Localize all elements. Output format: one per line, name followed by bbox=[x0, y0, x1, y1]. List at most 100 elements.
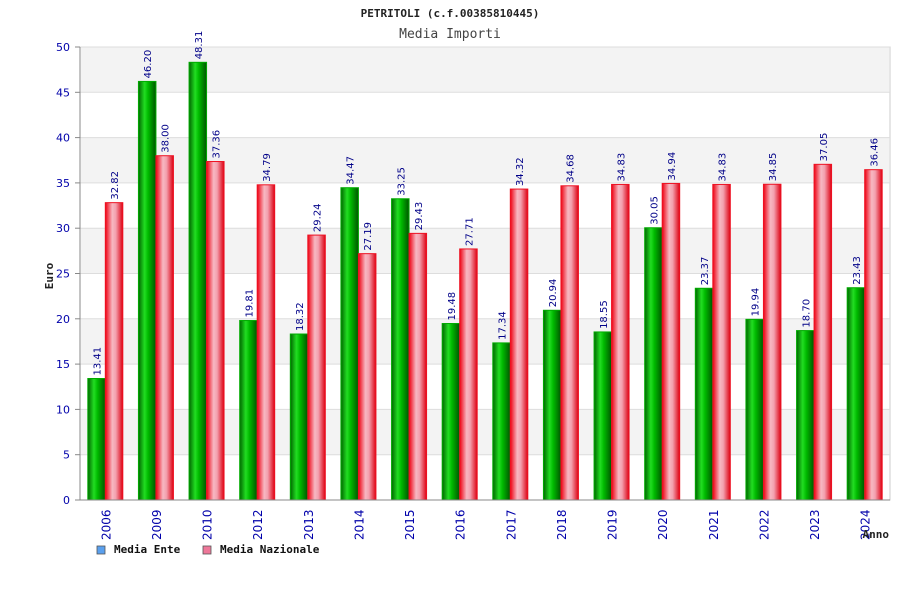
data-label-media-ente: 17.34 bbox=[498, 311, 509, 340]
bar-media-ente bbox=[340, 187, 359, 501]
bar-media-ente bbox=[593, 331, 613, 501]
x-tick-label: 2016 bbox=[454, 509, 468, 540]
bar-media-ente bbox=[492, 342, 511, 501]
legend: Media Ente Media Nazionale bbox=[96, 543, 320, 556]
bar-media-nazionale bbox=[762, 183, 782, 501]
data-label-media-ente: 19.94 bbox=[751, 288, 762, 317]
bar-media-nazionale bbox=[864, 169, 883, 501]
data-label-media-nazionale: 34.68 bbox=[566, 154, 577, 183]
bar-media-nazionale bbox=[155, 155, 174, 501]
bar-media-ente bbox=[289, 333, 309, 501]
data-label-media-nazionale: 34.94 bbox=[667, 152, 678, 181]
x-tick-label: 2017 bbox=[504, 509, 518, 540]
y-tick-label: 0 bbox=[63, 494, 70, 507]
y-tick-label: 25 bbox=[56, 268, 70, 281]
bar-media-ente bbox=[846, 287, 866, 501]
bar-media-nazionale bbox=[459, 248, 478, 501]
x-tick-label: 2012 bbox=[251, 509, 265, 540]
data-label-media-ente: 18.55 bbox=[599, 300, 610, 329]
y-tick-label: 50 bbox=[56, 41, 70, 54]
x-tick-label: 2023 bbox=[808, 509, 822, 540]
data-label-media-ente: 18.32 bbox=[295, 302, 306, 331]
data-label-media-nazionale: 37.05 bbox=[819, 133, 830, 162]
y-tick-label: 30 bbox=[56, 222, 70, 235]
data-label-media-ente: 23.37 bbox=[700, 257, 711, 286]
bar-media-nazionale bbox=[206, 161, 225, 501]
data-label-media-nazionale: 34.83 bbox=[616, 153, 627, 182]
data-label-media-ente: 23.43 bbox=[852, 256, 863, 285]
x-tick-label: 2022 bbox=[757, 509, 771, 540]
x-tick-label: 2014 bbox=[352, 509, 366, 540]
bar-media-nazionale bbox=[509, 188, 529, 501]
bar-media-ente bbox=[694, 287, 714, 501]
data-label-media-nazionale: 34.83 bbox=[718, 153, 729, 182]
x-tick-label: 2010 bbox=[201, 509, 215, 540]
data-label-media-ente: 13.41 bbox=[93, 347, 104, 376]
x-axis: 2006 2009 2010 2012 2013 2014 2015 2016 2017 2018… bbox=[80, 499, 890, 540]
legend-label: Media Ente bbox=[114, 543, 181, 556]
chart-subtitle: Media Importi bbox=[399, 27, 501, 42]
x-tick-label: 2015 bbox=[403, 509, 417, 540]
y-tick-label: 20 bbox=[56, 313, 70, 326]
data-label-media-nazionale: 34.32 bbox=[515, 157, 526, 186]
chart-title: PETRITOLI (c.f.00385810445) bbox=[361, 7, 540, 20]
bar-media-ente bbox=[796, 330, 815, 501]
data-label-media-ente: 19.48 bbox=[447, 292, 458, 321]
bar-media-nazionale bbox=[408, 232, 428, 501]
data-label-media-nazionale: 34.79 bbox=[262, 153, 273, 182]
legend-swatch bbox=[202, 545, 212, 555]
data-label-media-ente: 34.47 bbox=[346, 156, 357, 185]
data-label-media-nazionale: 32.82 bbox=[110, 171, 121, 200]
data-label-media-nazionale: 29.43 bbox=[414, 202, 425, 231]
data-label-media-ente: 30.05 bbox=[649, 196, 660, 225]
data-label-media-ente: 33.25 bbox=[396, 167, 407, 196]
y-axis: 0 5 10 15 20 25 30 35 40 45 50 bbox=[56, 41, 81, 507]
bar-media-ente bbox=[745, 318, 764, 501]
legend-label: Media Nazionale bbox=[220, 543, 320, 556]
y-axis-label: Euro bbox=[43, 262, 56, 289]
data-label-media-nazionale: 27.71 bbox=[464, 217, 475, 246]
data-label-media-nazionale: 29.24 bbox=[313, 203, 324, 232]
bar-media-nazionale bbox=[560, 185, 579, 501]
data-label-media-nazionale: 37.36 bbox=[211, 130, 222, 159]
x-tick-label: 2013 bbox=[302, 509, 316, 540]
x-tick-label: 2021 bbox=[707, 509, 721, 540]
bar-media-nazionale bbox=[611, 183, 630, 501]
bar-media-nazionale bbox=[712, 183, 731, 501]
y-tick-label: 45 bbox=[56, 86, 70, 99]
y-tick-label: 40 bbox=[56, 132, 70, 145]
y-tick-label: 35 bbox=[56, 177, 70, 190]
legend-swatch bbox=[96, 545, 106, 555]
data-label-media-ente: 20.94 bbox=[548, 279, 559, 308]
y-tick-label: 15 bbox=[56, 358, 70, 371]
bar-media-ente bbox=[137, 80, 157, 501]
bar-media-nazionale bbox=[813, 163, 833, 501]
y-tick-label: 5 bbox=[63, 449, 70, 462]
bar-media-ente bbox=[239, 320, 258, 501]
bars-layer: 13.41 32.82 46.20 38.00 48.31 37.36 19.81 34.79… bbox=[87, 31, 883, 501]
bar-media-nazionale bbox=[661, 182, 681, 501]
bar-media-nazionale bbox=[307, 234, 326, 501]
data-label-media-ente: 48.31 bbox=[194, 31, 205, 60]
x-tick-label: 2024 bbox=[859, 509, 873, 540]
grid-band bbox=[81, 47, 889, 93]
y-tick-label: 10 bbox=[56, 403, 70, 416]
bar-media-nazionale bbox=[104, 202, 124, 501]
bar-media-ente bbox=[542, 309, 562, 501]
data-label-media-nazionale: 34.85 bbox=[768, 153, 779, 182]
x-tick-label: 2020 bbox=[656, 509, 670, 540]
data-label-media-nazionale: 27.19 bbox=[363, 222, 374, 251]
data-label-media-ente: 19.81 bbox=[244, 289, 255, 318]
bar-media-ente bbox=[188, 61, 208, 501]
bar-media-ente bbox=[441, 323, 461, 501]
bar-media-ente bbox=[87, 378, 106, 501]
data-label-media-nazionale: 38.00 bbox=[161, 124, 172, 153]
data-label-media-ente: 46.20 bbox=[143, 50, 154, 79]
bar-media-ente bbox=[644, 227, 663, 501]
x-tick-label: 2018 bbox=[555, 509, 569, 540]
x-tick-label: 2009 bbox=[150, 509, 164, 540]
x-tick-label: 2006 bbox=[99, 509, 113, 540]
data-label-media-nazionale: 36.46 bbox=[869, 138, 880, 167]
